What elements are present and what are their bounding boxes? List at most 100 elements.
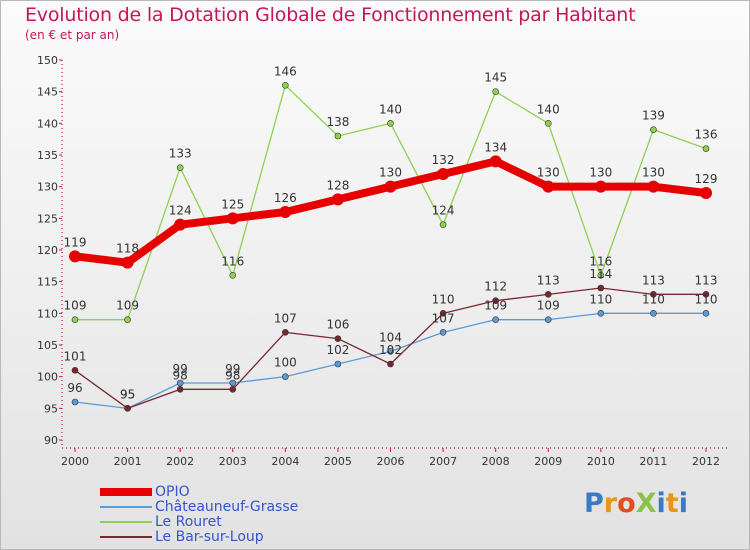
chart-title: Evolution de la Dotation Globale de Fonc…: [25, 4, 636, 26]
data-point: [650, 291, 657, 298]
x-tick-label: 2000: [61, 455, 89, 468]
legend-label: Châteauneuf-Grasse: [155, 498, 299, 515]
y-tick-label: 140: [37, 117, 58, 130]
data-point: [650, 310, 657, 317]
data-label: 136: [695, 128, 718, 142]
y-tick-label: 130: [37, 181, 58, 194]
data-label: 109: [64, 299, 87, 313]
y-tick-label: 115: [37, 276, 58, 289]
legend-item: Châteauneuf-Grasse: [100, 498, 299, 515]
data-label: 124: [169, 204, 192, 218]
data-point: [647, 180, 660, 193]
data-label: 125: [221, 197, 244, 211]
data-point: [331, 193, 344, 206]
data-label: 102: [326, 343, 349, 357]
x-tick-label: 2012: [692, 455, 720, 468]
y-tick-label: 120: [37, 244, 58, 257]
data-point: [71, 367, 79, 374]
chart-legend: OPIO Châteauneuf-Grasse Le Rouret Le Bar-su…: [100, 483, 299, 545]
data-label: 124: [432, 204, 455, 218]
x-tick-label: 2001: [114, 455, 142, 468]
logo-letter: o: [617, 488, 636, 519]
data-label: 100: [274, 356, 297, 370]
data-label: 109: [484, 299, 507, 313]
data-label: 112: [484, 280, 507, 294]
data-point: [334, 335, 342, 342]
y-tick-label: 125: [37, 212, 58, 225]
y-tick-label: 95: [44, 402, 58, 415]
data-label: 130: [537, 166, 560, 180]
data-label: 110: [432, 292, 455, 306]
chart-subtitle: (en € et par an): [25, 28, 120, 42]
data-point: [439, 310, 447, 317]
data-label: 129: [695, 172, 718, 186]
data-label: 130: [589, 166, 612, 180]
y-tick-label: 105: [37, 339, 58, 352]
data-label: 95: [120, 387, 135, 401]
data-label: 140: [537, 102, 560, 116]
y-tick-label: 145: [37, 86, 58, 99]
data-point: [702, 145, 710, 152]
data-point: [226, 212, 239, 225]
data-label: 98: [173, 368, 188, 382]
data-label: 98: [225, 368, 240, 382]
data-label: 133: [169, 147, 192, 161]
data-point: [650, 126, 657, 133]
data-point: [71, 316, 79, 323]
data-label: 110: [695, 292, 718, 306]
x-tick-label: 2008: [482, 455, 510, 468]
data-label: 110: [589, 292, 612, 306]
data-point: [124, 316, 131, 323]
data-label: 99: [225, 362, 240, 376]
data-point: [702, 291, 710, 298]
data-point: [71, 398, 79, 406]
data-label: 116: [589, 254, 612, 268]
data-label: 132: [432, 153, 455, 167]
data-point: [544, 291, 552, 298]
x-tick-label: 2007: [429, 455, 457, 468]
data-point: [597, 272, 605, 279]
legend-item: OPIO: [100, 483, 298, 500]
legend-swatch: [100, 487, 152, 496]
logo-letter: i: [656, 488, 666, 519]
data-label: 119: [64, 235, 87, 249]
data-point: [174, 218, 187, 231]
data-point: [176, 164, 184, 171]
data-point: [492, 316, 499, 323]
data-point: [229, 272, 237, 279]
data-point: [279, 206, 292, 218]
data-point: [489, 155, 502, 168]
data-label: 113: [695, 273, 718, 287]
legend-item: Le Rouret: [100, 514, 298, 530]
data-point: [700, 187, 712, 199]
x-tick-label: 2005: [324, 455, 352, 468]
data-label: 139: [642, 109, 665, 123]
data-label: 102: [379, 343, 402, 357]
data-point: [334, 360, 342, 368]
data-point: [492, 297, 499, 304]
y-tick-label: 150: [37, 54, 58, 67]
data-label: 107: [432, 311, 455, 325]
data-point: [229, 386, 237, 393]
data-label: 114: [589, 267, 612, 281]
data-label: 145: [484, 71, 507, 85]
logo-letter: r: [603, 488, 618, 519]
data-point: [334, 132, 342, 140]
data-label: 110: [642, 292, 665, 306]
data-label: 101: [64, 349, 87, 363]
data-label: 113: [642, 273, 665, 287]
legend-label: Le Bar-sur-Loup: [155, 528, 264, 545]
data-point: [597, 284, 605, 292]
legend-label: OPIO: [155, 483, 190, 500]
data-point: [544, 316, 552, 323]
data-label: 116: [221, 254, 244, 268]
y-tick-label: 135: [37, 149, 58, 162]
data-point: [594, 180, 607, 193]
data-point: [282, 82, 289, 89]
data-point: [437, 168, 450, 180]
proxiti-logo: ProXiti: [584, 488, 688, 519]
data-point: [597, 310, 605, 317]
legend-swatch: [100, 505, 152, 508]
